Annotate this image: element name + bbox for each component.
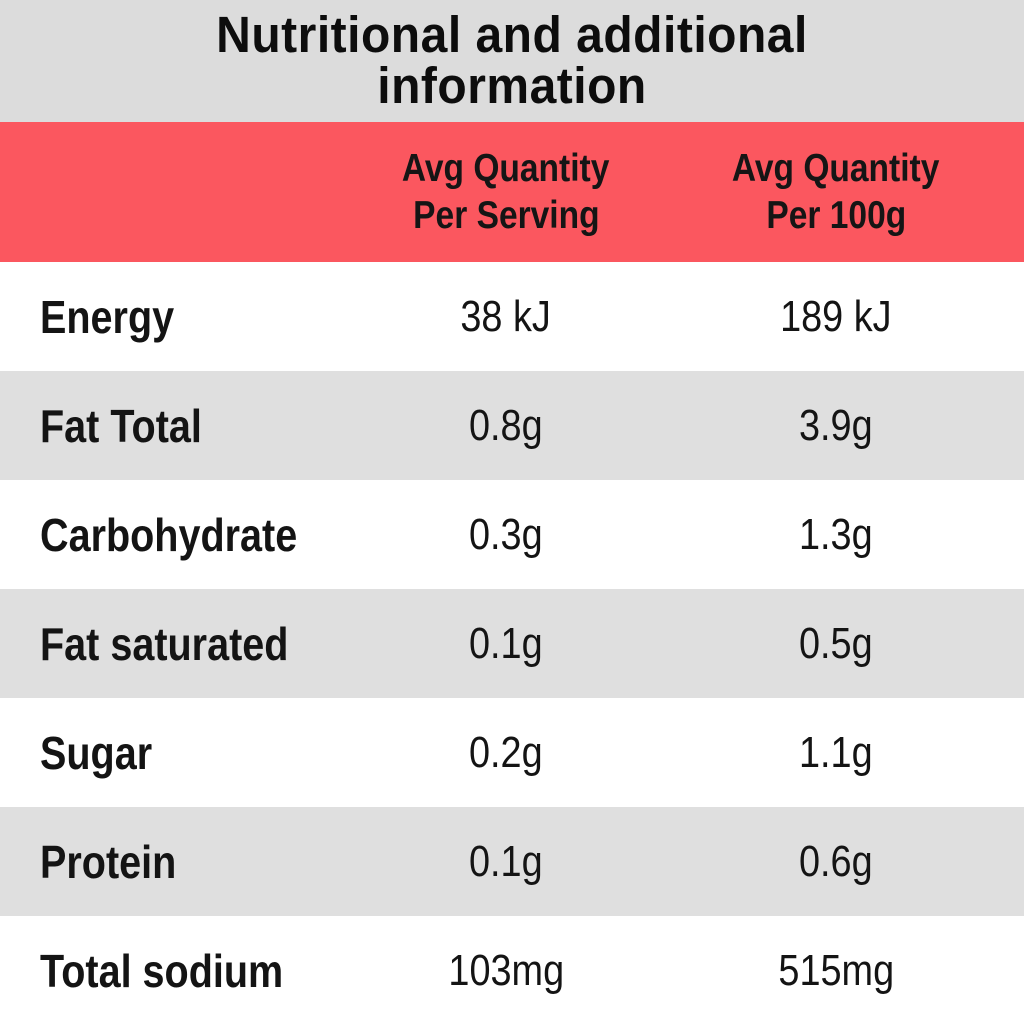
value-text: 189 kJ (780, 291, 892, 341)
row-label: Protein (0, 835, 350, 889)
value-per-serving: 103mg (350, 946, 662, 996)
value-text: 0.1g (469, 836, 543, 886)
row-label: Fat Total (0, 399, 350, 453)
value-text: 1.1g (799, 727, 873, 777)
value-text: 0.1g (469, 618, 543, 668)
value-per-100g: 0.5g (662, 619, 1010, 669)
value-text: 515mg (778, 945, 894, 995)
panel-title: Nutritional and additional information (0, 0, 1024, 122)
row-label: Fat saturated (0, 617, 350, 671)
row-label-text: Fat Total (40, 399, 202, 452)
value-per-100g: 189 kJ (662, 292, 1010, 342)
value-per-serving: 0.3g (350, 510, 662, 560)
value-text: 0.3g (469, 509, 543, 559)
panel-title-line-1: Nutritional and additional (216, 7, 808, 64)
table-row-carbohydrate: Carbohydrate 0.3g 1.3g (0, 480, 1024, 589)
per-serving-header-line-1: Avg Quantity (402, 147, 610, 190)
per-serving-header-line-2: Per Serving (412, 194, 600, 237)
row-label: Energy (0, 290, 350, 344)
value-text: 38 kJ (460, 291, 552, 341)
value-per-serving: 0.8g (350, 401, 662, 451)
column-header-per-serving: Avg Quantity Per Serving (350, 145, 662, 239)
panel-title-line-2: information (377, 58, 647, 115)
row-label-text: Energy (40, 290, 175, 343)
table-row-fat-saturated: Fat saturated 0.1g 0.5g (0, 589, 1024, 698)
value-per-serving: 38 kJ (350, 292, 662, 342)
value-per-serving: 0.1g (350, 837, 662, 887)
value-text: 0.6g (799, 836, 873, 886)
value-text: 1.3g (799, 509, 873, 559)
row-label-text: Sugar (40, 726, 153, 779)
column-header-per-100g: Avg Quantity Per 100g (662, 145, 1010, 239)
row-label: Carbohydrate (0, 508, 350, 562)
row-label-text: Protein (40, 835, 177, 888)
value-per-100g: 1.1g (662, 728, 1010, 778)
value-text: 0.2g (469, 727, 543, 777)
value-text: 3.9g (799, 400, 873, 450)
value-text: 0.8g (469, 400, 543, 450)
row-label-text: Total sodium (40, 944, 284, 997)
value-per-serving: 0.1g (350, 619, 662, 669)
row-label-text: Fat saturated (40, 617, 289, 670)
row-label-text: Carbohydrate (40, 508, 298, 561)
value-per-100g: 3.9g (662, 401, 1010, 451)
value-text: 103mg (448, 945, 564, 995)
value-text: 0.5g (799, 618, 873, 668)
table-row-protein: Protein 0.1g 0.6g (0, 807, 1024, 916)
per-100g-header-line-2: Per 100g (766, 194, 906, 237)
row-label: Total sodium (0, 944, 350, 998)
per-100g-header-line-1: Avg Quantity (732, 147, 940, 190)
table-header: Avg Quantity Per Serving Avg Quantity Pe… (0, 122, 1024, 262)
table-row-total-sodium: Total sodium 103mg 515mg (0, 916, 1024, 1024)
value-per-100g: 1.3g (662, 510, 1010, 560)
table-row-fat-total: Fat Total 0.8g 3.9g (0, 371, 1024, 480)
value-per-serving: 0.2g (350, 728, 662, 778)
row-label: Sugar (0, 726, 350, 780)
table-row-energy: Energy 38 kJ 189 kJ (0, 262, 1024, 371)
table-row-sugar: Sugar 0.2g 1.1g (0, 698, 1024, 807)
value-per-100g: 0.6g (662, 837, 1010, 887)
value-per-100g: 515mg (662, 946, 1010, 996)
